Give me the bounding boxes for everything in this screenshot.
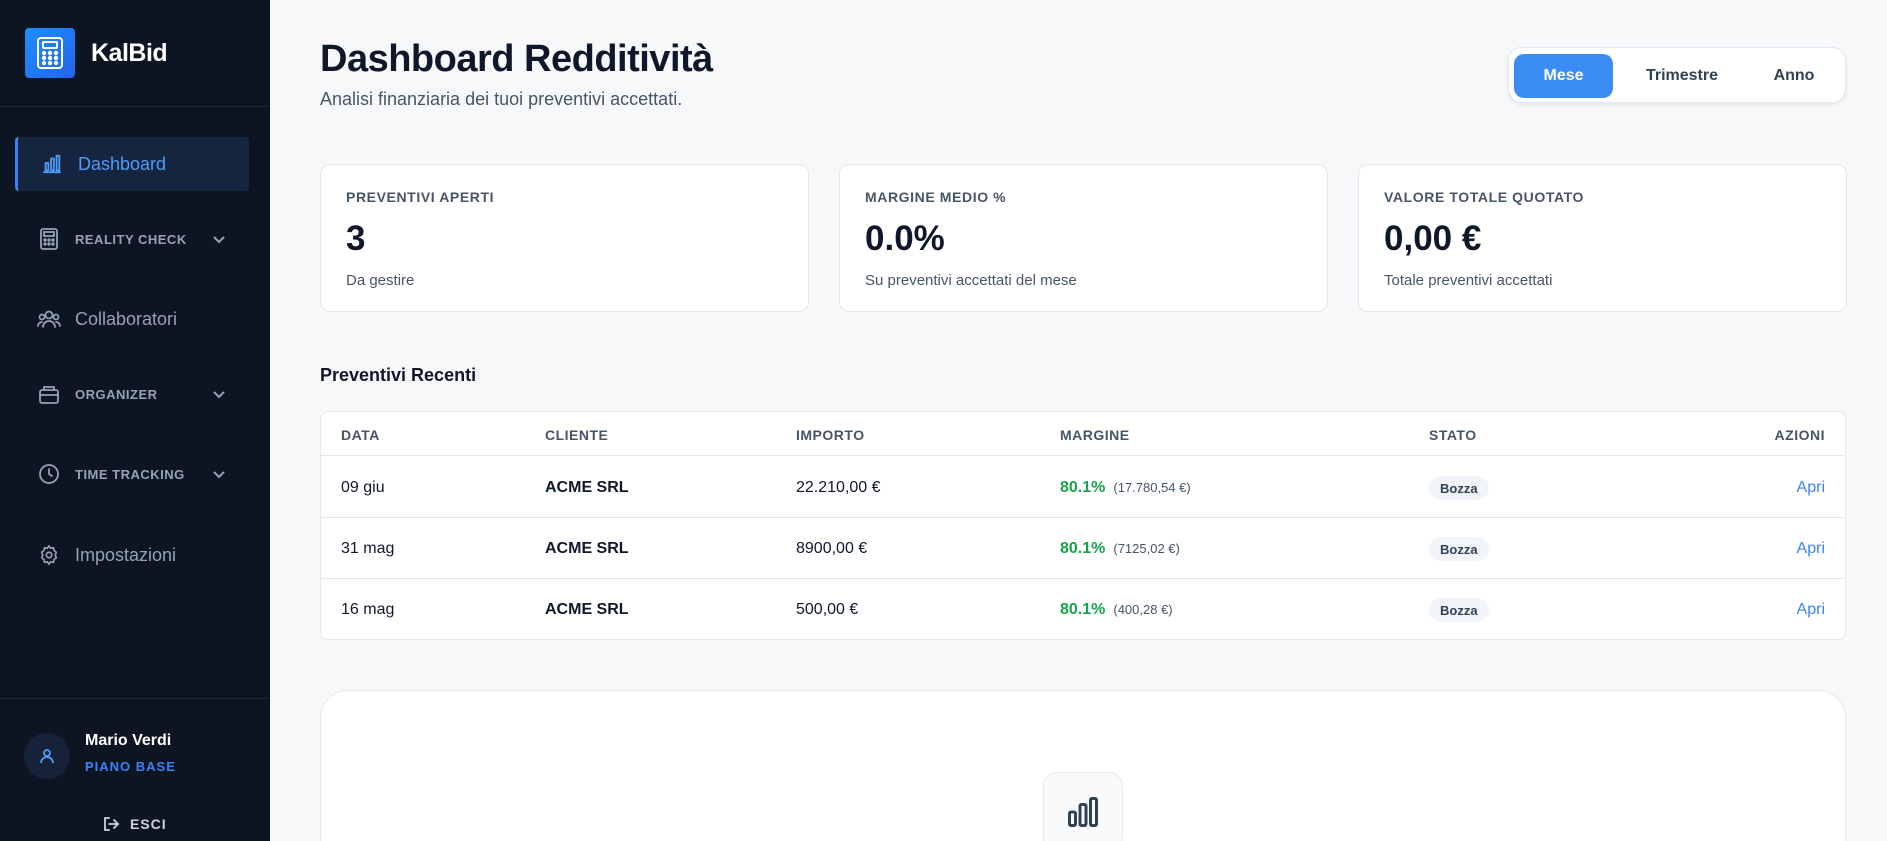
open-quote-link[interactable]: Apri	[1796, 540, 1825, 557]
cell-date: 31 mag	[341, 540, 395, 557]
period-option-trimestre[interactable]: Trimestre	[1645, 67, 1719, 84]
chevron-down-icon[interactable]	[209, 464, 229, 484]
sidebar-item-label: ORGANIZER	[75, 386, 158, 402]
open-quote-link[interactable]: Apri	[1796, 479, 1825, 496]
cell-amount: 22.210,00 €	[796, 479, 881, 496]
sidebar-item-label: REALITY CHECK	[75, 231, 187, 247]
table-row: 31 mag ACME SRL 8900,00 € 80.1% (7125,02 …	[321, 518, 1845, 579]
stat-note: Da gestire	[346, 272, 415, 289]
column-header-cliente: CLIENTE	[545, 427, 609, 443]
column-header-azioni: AZIONI	[1774, 427, 1825, 443]
calculator-logo-icon	[25, 28, 75, 78]
sidebar-item-label: Dashboard	[78, 153, 167, 174]
sidebar-item-label: Impostazioni	[75, 544, 177, 565]
period-option-mese[interactable]: Mese	[1514, 54, 1613, 98]
stat-note: Totale preventivi accettati	[1384, 272, 1553, 289]
margin-amount: (17.780,54 €)	[1113, 480, 1191, 495]
cell-margin: 80.1% (7125,02 €)	[1060, 540, 1180, 558]
status-badge: Bozza	[1429, 476, 1489, 500]
column-header-margine: MARGINE	[1060, 427, 1130, 443]
user-plan: PIANO BASE	[85, 759, 176, 774]
cell-amount: 500,00 €	[796, 601, 859, 618]
main-content: Dashboard Redditività Analisi finanziari…	[270, 0, 1887, 841]
stat-label: VALORE TOTALE QUOTATO	[1384, 189, 1585, 205]
table-row: 16 mag ACME SRL 500,00 € 80.1% (400,28 €)…	[321, 579, 1845, 639]
recent-quotes-table: DATA CLIENTE IMPORTO MARGINE STATO AZION…	[320, 411, 1846, 640]
brand-header: KalBid	[0, 0, 270, 107]
page-subtitle: Analisi finanziaria dei tuoi preventivi …	[320, 89, 683, 109]
chevron-down-icon[interactable]	[209, 384, 229, 404]
bar-chart-icon	[1043, 772, 1123, 841]
column-header-data: DATA	[341, 427, 380, 443]
period-selector: Mese Trimestre Anno	[1508, 47, 1846, 103]
column-header-stato: STATO	[1429, 427, 1477, 443]
margin-percent: 80.1%	[1060, 479, 1106, 496]
page-title: Dashboard Redditività	[320, 38, 713, 80]
logout-button[interactable]: ESCI	[102, 815, 167, 833]
stat-label: PREVENTIVI APERTI	[346, 189, 495, 205]
logout-icon	[102, 815, 120, 833]
sidebar-item-collaboratori[interactable]: Collaboratori	[15, 292, 249, 346]
stat-card-open-quotes: PREVENTIVI APERTI 3 Da gestire	[320, 164, 809, 312]
stat-label: MARGINE MEDIO %	[865, 189, 1007, 205]
cell-margin: 80.1% (17.780,54 €)	[1060, 479, 1191, 497]
stat-card-average-margin: MARGINE MEDIO % 0.0% Su preventivi accet…	[839, 164, 1328, 312]
clock-icon	[37, 462, 61, 486]
sidebar-item-label: TIME TRACKING	[75, 466, 185, 482]
user-name: Mario Verdi	[85, 732, 172, 749]
column-header-importo: IMPORTO	[796, 427, 865, 443]
sidebar-item-reality-check[interactable]: REALITY CHECK	[15, 212, 249, 266]
chart-empty-panel	[320, 690, 1846, 841]
avatar[interactable]	[24, 733, 70, 779]
sidebar-item-label: Collaboratori	[75, 308, 178, 329]
table-row: 09 giu ACME SRL 22.210,00 € 80.1% (17.780…	[321, 457, 1845, 518]
users-icon	[37, 307, 61, 331]
sidebar-item-dashboard[interactable]: Dashboard	[15, 137, 249, 191]
sidebar-item-impostazioni[interactable]: Impostazioni	[15, 528, 249, 582]
cell-date: 16 mag	[341, 601, 395, 618]
cell-amount: 8900,00 €	[796, 540, 868, 557]
gear-icon	[37, 543, 61, 567]
cell-date: 09 giu	[341, 479, 385, 496]
brand-name: KalBid	[91, 38, 168, 67]
stat-value: 3	[346, 219, 366, 258]
user-profile: Mario Verdi PIANO BASE ESCI	[0, 698, 270, 841]
table-header: DATA CLIENTE IMPORTO MARGINE STATO AZION…	[321, 412, 1845, 456]
cell-margin: 80.1% (400,28 €)	[1060, 601, 1173, 619]
sidebar-item-time-tracking[interactable]: TIME TRACKING	[15, 447, 249, 501]
bar-chart-icon	[40, 152, 64, 176]
stat-note: Su preventivi accettati del mese	[865, 272, 1077, 289]
sidebar: KalBid Dashboard REALITY CHECK Collabora…	[0, 0, 270, 841]
margin-percent: 80.1%	[1060, 601, 1106, 618]
period-option-anno[interactable]: Anno	[1773, 67, 1815, 84]
sidebar-item-organizer[interactable]: ORGANIZER	[15, 367, 249, 421]
logout-label: ESCI	[130, 816, 167, 832]
briefcase-icon	[37, 382, 61, 406]
stat-value: 0.0%	[865, 219, 945, 258]
stat-value: 0,00 €	[1384, 219, 1482, 258]
status-badge: Bozza	[1429, 537, 1489, 561]
recent-quotes-title: Preventivi Recenti	[320, 365, 477, 385]
calculator-icon	[37, 227, 61, 251]
cell-client: ACME SRL	[545, 479, 629, 496]
open-quote-link[interactable]: Apri	[1796, 601, 1825, 618]
cell-client: ACME SRL	[545, 601, 629, 618]
margin-amount: (7125,02 €)	[1113, 541, 1180, 556]
margin-amount: (400,28 €)	[1113, 602, 1173, 617]
cell-client: ACME SRL	[545, 540, 629, 557]
margin-percent: 80.1%	[1060, 540, 1106, 557]
chevron-down-icon[interactable]	[209, 229, 229, 249]
status-badge: Bozza	[1429, 598, 1489, 622]
stat-card-total-value: VALORE TOTALE QUOTATO 0,00 € Totale prev…	[1358, 164, 1847, 312]
